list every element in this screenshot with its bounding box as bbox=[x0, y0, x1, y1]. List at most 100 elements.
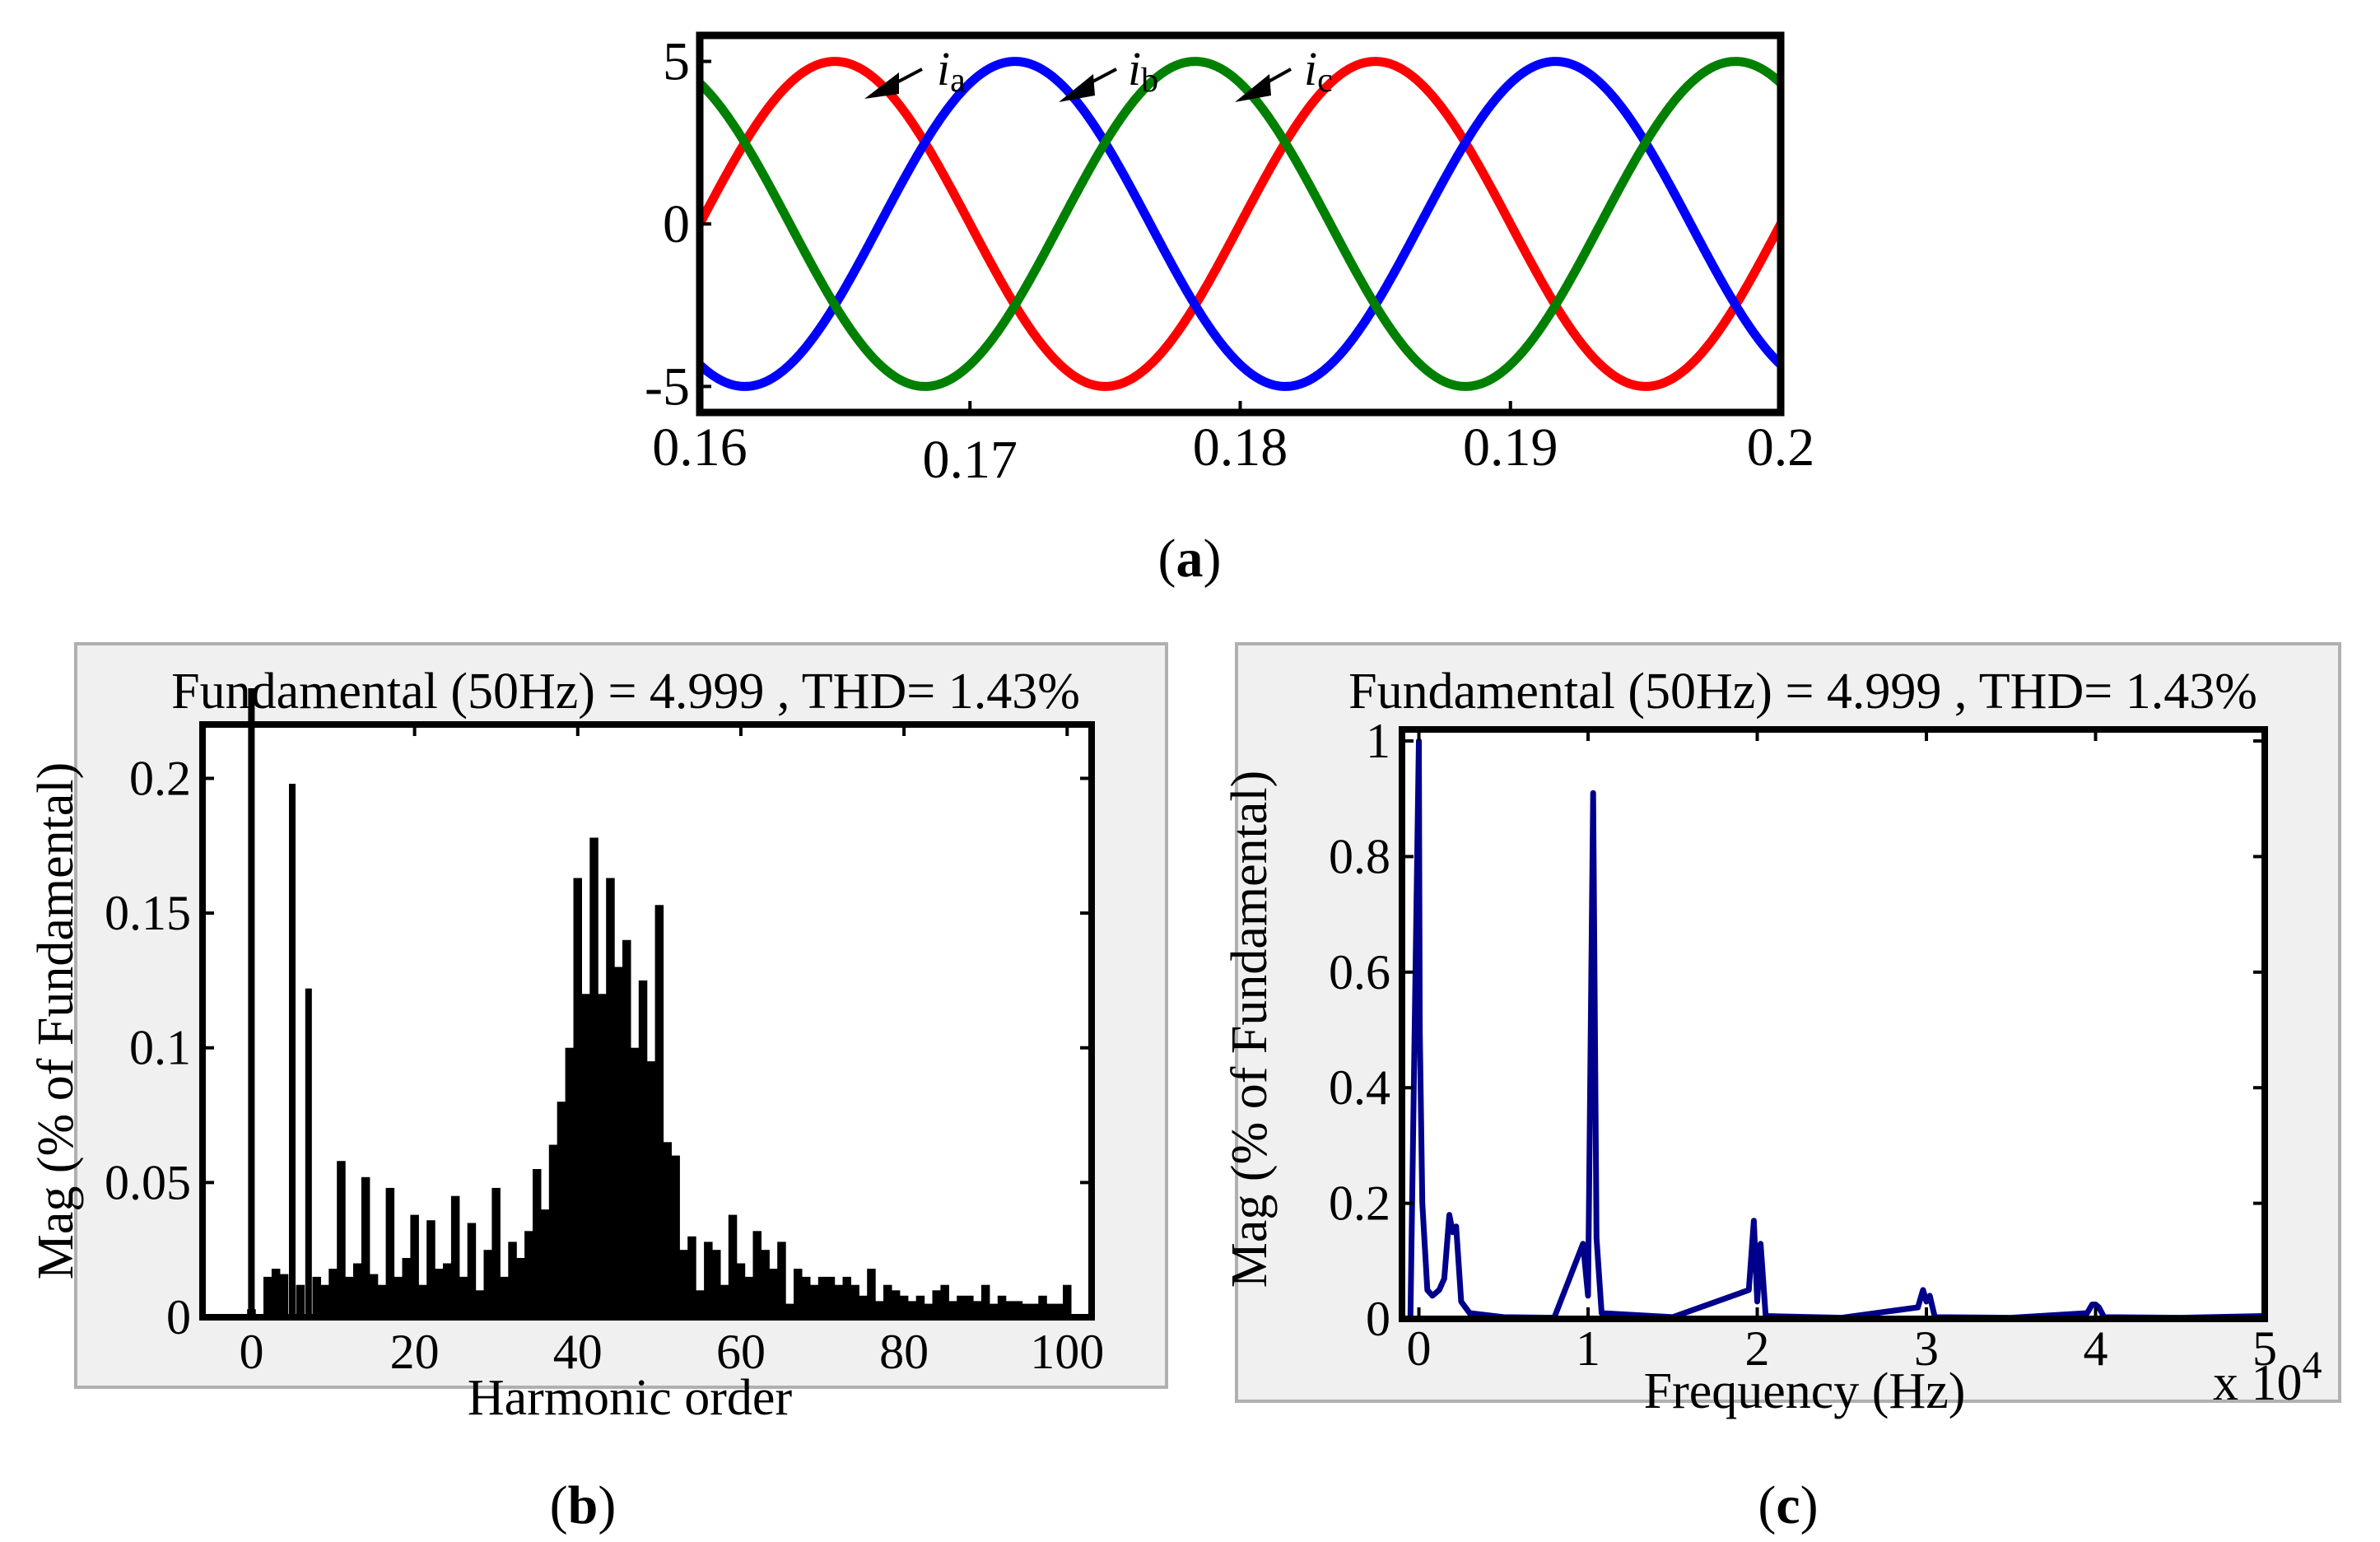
c-ytick-label: 0.4 bbox=[1329, 1060, 1390, 1115]
caption-c-letter: c bbox=[1776, 1475, 1800, 1535]
c-xtick-label: 4 bbox=[2084, 1321, 2108, 1376]
panel-c-multiplier: x 104 bbox=[2213, 1344, 2322, 1411]
harmonic-bar-2 bbox=[263, 1276, 272, 1317]
harmonic-bar-62 bbox=[752, 1231, 762, 1317]
harmonic-bar-96 bbox=[1030, 1303, 1039, 1317]
b-xtick-label: 80 bbox=[879, 1325, 929, 1379]
harmonic-bar-30 bbox=[491, 1187, 501, 1317]
harmonic-bar-59 bbox=[728, 1214, 738, 1317]
panel-c-title: Fundamental (50Hz) = 4.999 , THD= 1.43% bbox=[1348, 664, 2257, 720]
harmonic-bar-49 bbox=[646, 1061, 656, 1317]
panel-a: 0.16 0.17 0.18 0.19 0.250-5 ia ib ic (a) bbox=[645, 31, 1814, 589]
series-ib-line bbox=[700, 57, 1781, 391]
harmonic-bar-47 bbox=[630, 1047, 640, 1317]
panel-b-ticks: 0 20 40 60 80 100 0 0.05 0.1 0.15 0.2 bbox=[105, 724, 1104, 1379]
label-ic-sub: c bbox=[1317, 62, 1333, 100]
a-xtick-label: 0.2 bbox=[1747, 417, 1815, 478]
harmonic-bar-16 bbox=[377, 1284, 387, 1317]
label-ia-base: i bbox=[937, 42, 950, 96]
harmonic-bar-19 bbox=[402, 1258, 411, 1317]
harmonic-bar-97 bbox=[1038, 1295, 1047, 1317]
harmonic-bar-100 bbox=[1063, 1284, 1072, 1317]
panel-c-multiplier-exp: 4 bbox=[2303, 1344, 2322, 1387]
harmonic-bar-84 bbox=[932, 1290, 941, 1317]
harmonic-bar-72 bbox=[834, 1284, 844, 1317]
harmonic-bar-39 bbox=[565, 1047, 575, 1317]
harmonic-bar-43 bbox=[598, 994, 607, 1317]
harmonic-bar-54 bbox=[687, 1236, 696, 1317]
panel-b-ylabel: Mag (% of Fundamental) bbox=[28, 762, 84, 1279]
harmonic-bar-41 bbox=[581, 994, 590, 1317]
harmonic-bar-45 bbox=[614, 967, 623, 1317]
panel-b-frame bbox=[199, 721, 1095, 1321]
caption-a-letter: a bbox=[1176, 529, 1204, 589]
a-xtick-label: 0.19 bbox=[1463, 417, 1558, 478]
harmonic-bar-70 bbox=[817, 1276, 827, 1317]
harmonic-bar-90 bbox=[980, 1284, 990, 1317]
harmonic-bar-1 bbox=[248, 688, 255, 1317]
harmonic-bar-10 bbox=[328, 1269, 338, 1317]
a-ytick-label: 0 bbox=[663, 194, 690, 254]
harmonic-bar-74 bbox=[850, 1284, 859, 1317]
b-xtick-label: 0 bbox=[239, 1325, 263, 1379]
label-ia-text: ia bbox=[937, 42, 966, 100]
harmonic-bar-51 bbox=[663, 1142, 672, 1317]
b-ytick-label: 0.15 bbox=[105, 886, 191, 940]
panel-c-multiplier-base: x 10 bbox=[2213, 1355, 2303, 1411]
label-ic-text: ic bbox=[1304, 42, 1333, 100]
harmonic-bar-65 bbox=[777, 1242, 786, 1317]
harmonic-bar-12 bbox=[345, 1276, 354, 1317]
c-xtick-label: 1 bbox=[1576, 1321, 1600, 1376]
harmonic-bar-64 bbox=[769, 1269, 778, 1317]
harmonic-bar-38 bbox=[557, 1102, 566, 1317]
harmonic-bar-32 bbox=[508, 1242, 517, 1317]
harmonic-bar-99 bbox=[1055, 1303, 1064, 1317]
harmonic-bar-98 bbox=[1046, 1303, 1055, 1317]
series-ic-line bbox=[700, 57, 1781, 391]
harmonic-bar-73 bbox=[842, 1276, 851, 1317]
harmonic-bar-27 bbox=[467, 1223, 477, 1317]
harmonic-bar-79 bbox=[891, 1290, 901, 1317]
harmonic-bar-69 bbox=[809, 1284, 819, 1317]
harmonic-bar-42 bbox=[589, 837, 598, 1317]
spectrum-line bbox=[1407, 738, 2266, 1321]
harmonic-bar-92 bbox=[997, 1295, 1007, 1317]
harmonic-bar-17 bbox=[385, 1187, 395, 1317]
harmonic-bar-23 bbox=[435, 1269, 444, 1317]
panel-b: 0 20 40 60 80 100 0 0.05 0.1 0.15 0.2 Fundamental … bbox=[28, 642, 1168, 1535]
harmonic-bar-15 bbox=[369, 1274, 379, 1317]
harmonic-bar-56 bbox=[704, 1242, 713, 1317]
c-xtick-label: 3 bbox=[1914, 1321, 1939, 1376]
c-ytick-label: 1 bbox=[1366, 714, 1390, 768]
harmonic-bar-91 bbox=[989, 1303, 999, 1317]
c-ytick-label: 0.2 bbox=[1329, 1176, 1390, 1231]
harmonic-bar-89 bbox=[973, 1301, 982, 1317]
panel-c-plot-area bbox=[1402, 729, 2265, 1319]
a-xtick-label: 0.18 bbox=[1193, 417, 1288, 478]
label-ib-sub: b bbox=[1141, 62, 1158, 100]
a-ytick-label: -5 bbox=[645, 356, 690, 417]
harmonic-bar-11 bbox=[337, 1161, 346, 1317]
harmonic-bar-57 bbox=[712, 1250, 721, 1317]
harmonic-bar-50 bbox=[654, 905, 664, 1317]
label-ic: ic bbox=[1235, 42, 1333, 102]
harmonic-bar-18 bbox=[394, 1276, 403, 1317]
harmonic-bar-29 bbox=[483, 1250, 492, 1317]
harmonic-bar-20 bbox=[410, 1214, 419, 1317]
b-ytick-label: 0.05 bbox=[105, 1155, 191, 1209]
panel-c-frame bbox=[1399, 726, 2268, 1322]
label-ib-text: ib bbox=[1128, 42, 1158, 100]
label-ia: ia bbox=[864, 42, 966, 100]
b-xtick-label: 40 bbox=[553, 1325, 603, 1379]
b-ytick-label: 0.1 bbox=[129, 1021, 191, 1075]
series-ia-line bbox=[700, 57, 1781, 391]
panel-a-ticks: 0.16 0.17 0.18 0.19 0.2 5 0 -5 bbox=[645, 32, 1814, 490]
caption-b-letter: b bbox=[568, 1475, 598, 1535]
panel-c-xlabel: Frequency (Hz) bbox=[1644, 1363, 1966, 1419]
caption-a: (a) bbox=[1158, 529, 1222, 589]
harmonic-bar-13 bbox=[353, 1263, 362, 1317]
c-ytick-label: 0.6 bbox=[1329, 945, 1390, 999]
c-xtick-label: 0 bbox=[1407, 1321, 1432, 1376]
c-ytick-label: 0 bbox=[1366, 1292, 1390, 1346]
